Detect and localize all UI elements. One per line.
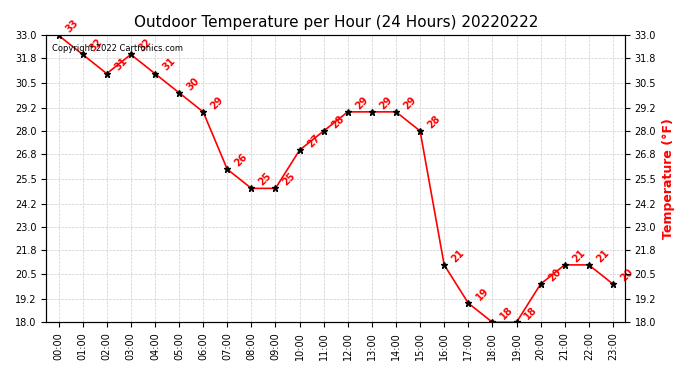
Text: 19: 19	[474, 286, 491, 302]
Text: 32: 32	[88, 37, 105, 54]
Text: 31: 31	[112, 56, 129, 73]
Text: 28: 28	[329, 114, 346, 130]
Text: 29: 29	[377, 94, 394, 111]
Text: 33: 33	[64, 18, 81, 34]
Text: 18: 18	[522, 305, 539, 321]
Text: 30: 30	[185, 75, 201, 92]
Text: 21: 21	[570, 248, 587, 264]
Text: 29: 29	[353, 94, 370, 111]
Text: 31: 31	[161, 56, 177, 73]
Text: 18: 18	[498, 305, 515, 321]
Text: 32: 32	[137, 37, 153, 54]
Text: Copyright 2022 Cartronics.com: Copyright 2022 Cartronics.com	[52, 44, 184, 53]
Text: 25: 25	[257, 171, 273, 188]
Y-axis label: Temperature (°F): Temperature (°F)	[662, 118, 675, 239]
Text: 26: 26	[233, 152, 249, 168]
Text: 28: 28	[426, 114, 442, 130]
Text: 27: 27	[305, 133, 322, 149]
Title: Outdoor Temperature per Hour (24 Hours) 20220222: Outdoor Temperature per Hour (24 Hours) …	[134, 15, 538, 30]
Text: 21: 21	[594, 248, 611, 264]
Text: 21: 21	[450, 248, 466, 264]
Text: 29: 29	[208, 94, 226, 111]
Text: 20: 20	[546, 267, 563, 283]
Text: 20: 20	[618, 267, 635, 283]
Text: 25: 25	[281, 171, 297, 188]
Text: 29: 29	[402, 94, 418, 111]
